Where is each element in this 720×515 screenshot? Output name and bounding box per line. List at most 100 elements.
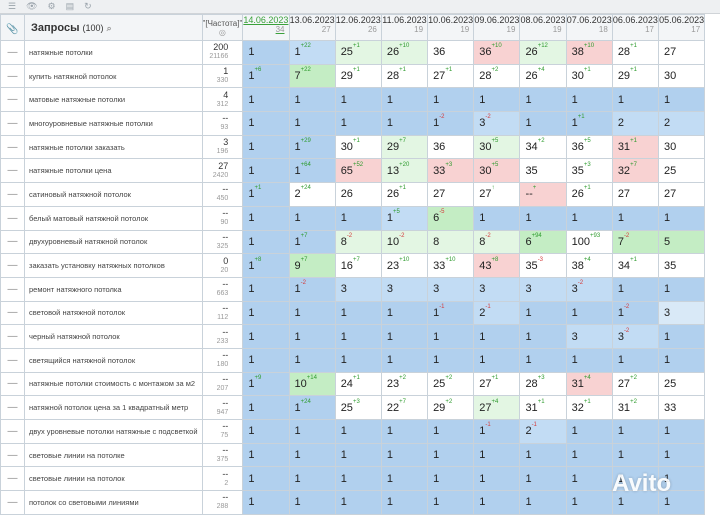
table-row[interactable]: — купить натяжной потолок 1 330 1+6 7+22 29+1 2… [0, 63, 706, 89]
table-row[interactable]: — натяжные потолки цена 27 2420 1 1+64 65+52 13… [0, 158, 706, 184]
position-cell[interactable]: 1 [565, 300, 613, 326]
position-cell[interactable]: 35+3 [565, 158, 613, 184]
position-cell[interactable]: 1 [288, 300, 336, 326]
position-cell[interactable]: 35-3 [519, 253, 567, 278]
date-column-header[interactable]: 07.06.2023 18 [565, 14, 613, 41]
position-cell[interactable]: 1 [473, 205, 521, 231]
position-cell[interactable]: 8-2 [473, 229, 521, 255]
position-cell[interactable]: 34+2 [519, 134, 567, 160]
date-column-header[interactable]: 09.06.2023 19 [473, 14, 521, 41]
position-cell[interactable]: 9+7 [288, 253, 336, 278]
position-cell[interactable]: 1-2 [288, 276, 336, 302]
query-cell[interactable]: потолок со световыми линиями [24, 490, 203, 515]
position-cell[interactable]: 1+22 [288, 40, 336, 65]
row-collapse-button[interactable]: — [0, 158, 25, 184]
table-row[interactable]: — белый матовый натяжной потолок -- 90 1 1 1 1+… [0, 205, 706, 231]
position-cell[interactable]: 28+1 [380, 63, 429, 89]
position-cell[interactable]: 5 [657, 229, 706, 255]
position-cell[interactable]: 31+1 [611, 134, 660, 160]
query-cell[interactable]: световые линии на потолок [24, 466, 203, 492]
position-cell[interactable]: 1 [427, 324, 475, 349]
query-cell[interactable]: ремонт натяжного потолка [24, 276, 203, 302]
position-cell[interactable]: 1 [611, 87, 660, 113]
position-cell[interactable]: 1 [519, 324, 567, 349]
query-cell[interactable]: светящийся натяжной потолок [24, 347, 203, 373]
table-row[interactable]: — световые линии на потолок -- 2 1 1 1 1 1 1 1 1 1 1 [0, 466, 706, 492]
position-cell[interactable]: 31+2 [611, 395, 660, 420]
settings-icon[interactable]: ⚙ [47, 1, 56, 11]
row-collapse-button[interactable]: — [0, 87, 25, 113]
table-row[interactable]: — матовые натяжные потолки 4 312 1 1 1 1 1 1 1 1 1 1 [0, 87, 706, 113]
position-cell[interactable]: --+ [519, 182, 567, 207]
query-cell[interactable]: натяжные потолки цена [24, 158, 203, 184]
query-cell[interactable]: двух уровневые потолки натяжные с подсве… [24, 419, 203, 444]
position-cell[interactable]: 1 [242, 442, 290, 468]
position-cell[interactable]: 1 [427, 87, 475, 113]
position-cell[interactable]: 1-1 [427, 300, 475, 326]
position-cell[interactable]: 1 [657, 347, 706, 373]
position-cell[interactable]: 1 [427, 466, 475, 492]
position-cell[interactable]: 30 [657, 63, 706, 89]
position-cell[interactable]: 1 [288, 419, 336, 444]
position-cell[interactable]: 2-1 [519, 419, 567, 444]
position-cell[interactable]: 27 [657, 40, 706, 65]
position-cell[interactable]: 1 [519, 205, 567, 231]
position-cell[interactable]: 30+5 [473, 134, 521, 160]
position-cell[interactable]: 1 [380, 347, 429, 373]
position-cell[interactable]: 1 [473, 490, 521, 515]
position-cell[interactable]: 1 [565, 466, 613, 492]
position-cell[interactable]: 26+12 [519, 40, 567, 65]
position-cell[interactable]: 1 [611, 466, 660, 492]
position-cell[interactable]: 3 [657, 300, 706, 326]
position-cell[interactable]: 36+5 [565, 134, 613, 160]
position-cell[interactable]: 26+10 [380, 40, 429, 65]
query-cell[interactable]: световые линии на потолке [24, 442, 203, 468]
position-cell[interactable]: 1 [380, 490, 429, 515]
row-collapse-button[interactable]: — [0, 205, 25, 231]
query-cell[interactable]: многоуровневые натяжные потолки [24, 111, 203, 136]
position-cell[interactable]: 27↑ [473, 182, 521, 207]
position-cell[interactable]: 1 [288, 205, 336, 231]
position-cell[interactable]: 1 [657, 87, 706, 113]
position-cell[interactable]: 1 [242, 466, 290, 492]
position-cell[interactable]: 1 [242, 205, 290, 231]
position-cell[interactable]: 26 [334, 182, 382, 207]
position-cell[interactable]: 1 [657, 324, 706, 349]
position-cell[interactable]: 10+14 [288, 371, 336, 397]
position-cell[interactable]: 1 [611, 347, 660, 373]
position-cell[interactable]: 1 [565, 347, 613, 373]
query-cell[interactable]: черный натяжной потолок [24, 324, 203, 349]
position-cell[interactable]: 31+1 [519, 395, 567, 420]
position-cell[interactable]: 3 [334, 276, 382, 302]
position-cell[interactable]: 27+1 [473, 371, 521, 397]
table-row[interactable]: — натяжные потолки заказать 3 196 1 1+29 30+1 2… [0, 134, 706, 160]
position-cell[interactable]: 1 [242, 324, 290, 349]
position-cell[interactable]: 26+4 [519, 63, 567, 89]
position-cell[interactable]: 1 [334, 111, 382, 136]
position-cell[interactable]: 1 [473, 466, 521, 492]
position-cell[interactable]: 25 [657, 371, 706, 397]
position-cell[interactable]: 8 [427, 229, 475, 255]
query-cell[interactable]: сатиновый натяжной потолок [24, 182, 203, 207]
position-cell[interactable]: 1 [334, 490, 382, 515]
position-cell[interactable]: 1 [657, 205, 706, 231]
position-cell[interactable]: 1 [288, 87, 336, 113]
position-cell[interactable]: 1+29 [288, 134, 336, 160]
query-cell[interactable]: матовые натяжные потолки [24, 87, 203, 113]
query-cell[interactable]: натяжные потолки стоимость с монтажом за… [24, 371, 203, 397]
position-cell[interactable]: 1 [334, 442, 382, 468]
position-cell[interactable]: 1-1 [473, 419, 521, 444]
position-cell[interactable]: 38+4 [565, 253, 613, 278]
row-collapse-button[interactable]: — [0, 419, 25, 444]
position-cell[interactable]: 1 [473, 87, 521, 113]
table-row[interactable]: — заказать установку натяжных потолков 0 20… [0, 253, 706, 278]
position-cell[interactable]: 30 [657, 134, 706, 160]
position-cell[interactable]: 30+5 [473, 158, 521, 184]
table-row[interactable]: — многоуровневые натяжные потолки -- 93 1 1 1 1… [0, 111, 706, 136]
queries-column-header[interactable]: Запросы (100) ⌕ [24, 14, 203, 41]
position-cell[interactable]: 1 [565, 205, 613, 231]
position-cell[interactable]: 36 [427, 134, 475, 160]
table-row[interactable]: — двухуровневый натяжной потолок -- 325 1 1+7… [0, 229, 706, 255]
position-cell[interactable]: 1 [657, 419, 706, 444]
position-cell[interactable]: 24+1 [334, 371, 382, 397]
